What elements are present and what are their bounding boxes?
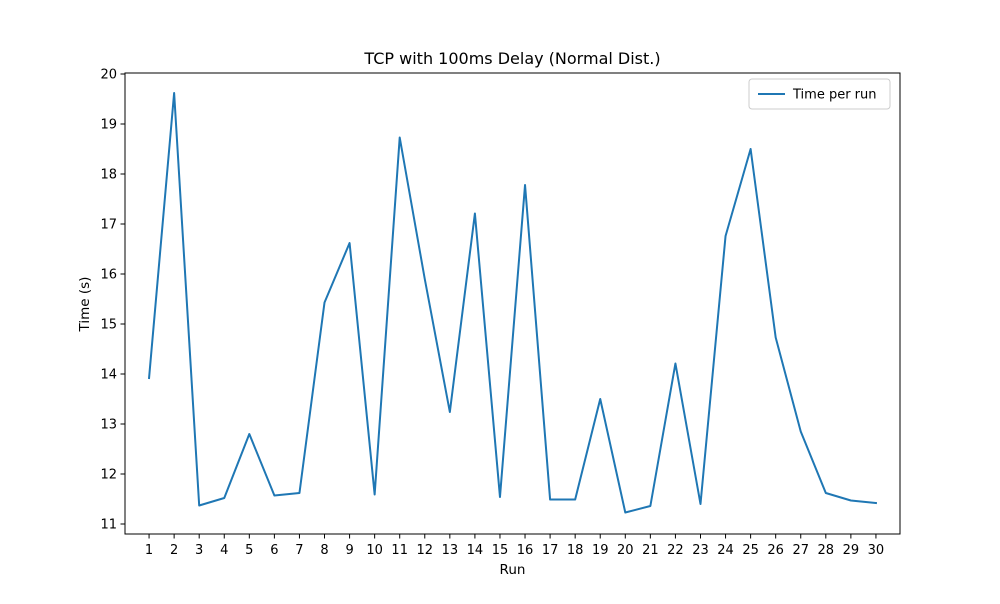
x-tick-label: 22 xyxy=(667,543,684,558)
x-tick-label: 19 xyxy=(592,543,609,558)
x-tick-label: 10 xyxy=(366,543,383,558)
legend: Time per run xyxy=(749,79,890,109)
x-tick-label: 17 xyxy=(542,543,559,558)
x-tick-label: 20 xyxy=(617,543,634,558)
chart-title: TCP with 100ms Delay (Normal Dist.) xyxy=(363,49,660,68)
x-tick-label: 14 xyxy=(467,543,484,558)
x-tick-label: 30 xyxy=(868,543,885,558)
x-tick-label: 28 xyxy=(818,543,835,558)
y-tick-label: 12 xyxy=(100,468,117,483)
y-axis-label: Time (s) xyxy=(77,277,93,333)
y-tick-label: 17 xyxy=(100,218,117,233)
x-tick-label: 2 xyxy=(170,543,178,558)
x-tick-label: 15 xyxy=(492,543,509,558)
x-tick-label: 1 xyxy=(145,543,153,558)
y-tick-label: 18 xyxy=(100,168,117,183)
x-tick-label: 8 xyxy=(320,543,328,558)
y-tick-label: 13 xyxy=(100,418,117,433)
x-tick-label: 23 xyxy=(692,543,709,558)
y-tick-label: 15 xyxy=(100,318,117,333)
x-tick-label: 26 xyxy=(767,543,784,558)
legend-label: Time per run xyxy=(792,88,877,103)
x-tick-label: 13 xyxy=(442,543,459,558)
x-tick-label: 11 xyxy=(391,543,408,558)
x-tick-label: 16 xyxy=(517,543,534,558)
x-tick-label: 27 xyxy=(792,543,809,558)
x-tick-label: 9 xyxy=(345,543,353,558)
x-tick-label: 12 xyxy=(417,543,434,558)
y-tick-label: 19 xyxy=(100,118,117,133)
x-tick-label: 7 xyxy=(295,543,303,558)
x-tick-label: 29 xyxy=(843,543,860,558)
x-tick-label: 24 xyxy=(717,543,734,558)
y-tick-label: 14 xyxy=(100,368,117,383)
x-axis-label: Run xyxy=(500,562,526,578)
y-tick-label: 20 xyxy=(100,68,117,83)
x-tick-label: 4 xyxy=(220,543,228,558)
x-tick-label: 3 xyxy=(195,543,203,558)
x-tick-label: 25 xyxy=(742,543,759,558)
y-tick-label: 11 xyxy=(100,518,117,533)
x-tick-label: 18 xyxy=(567,543,584,558)
y-tick-label: 16 xyxy=(100,268,117,283)
x-tick-label: 5 xyxy=(245,543,253,558)
x-tick-label: 21 xyxy=(642,543,659,558)
x-tick-label: 6 xyxy=(270,543,278,558)
